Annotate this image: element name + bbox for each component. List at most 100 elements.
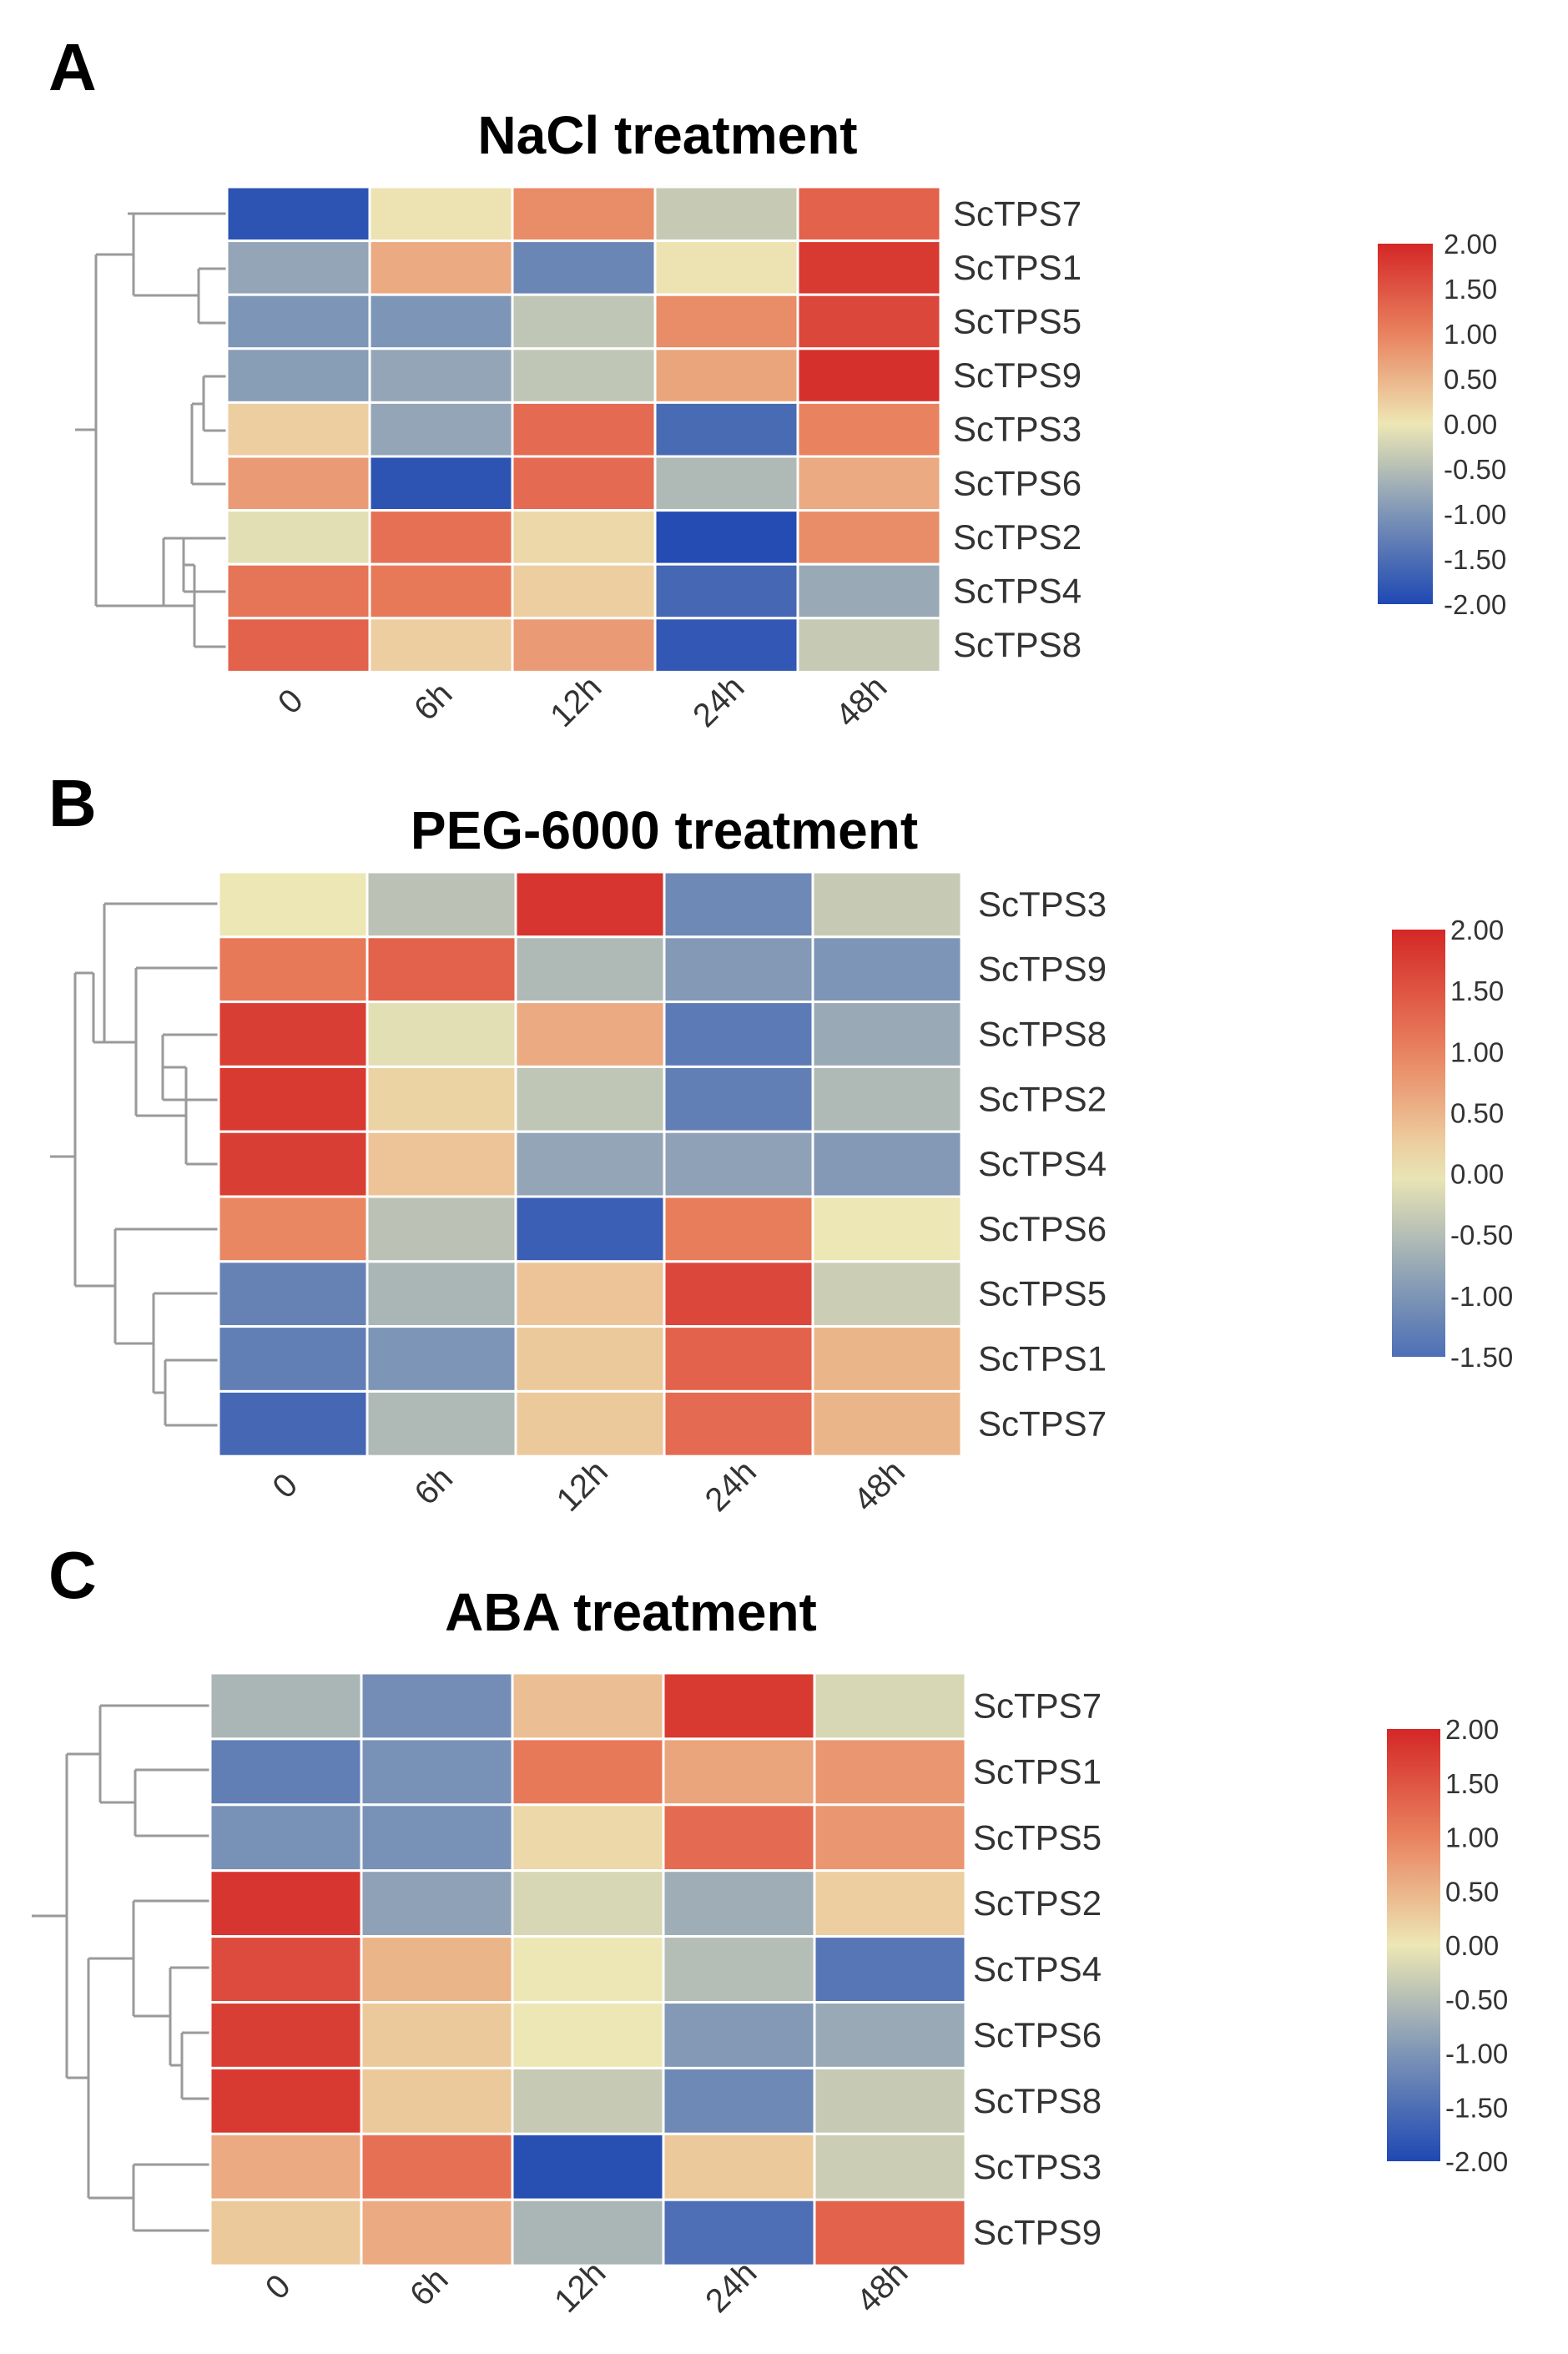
color-legend: 2.00 1.50 1.00 0.50 0.00 -0.50 -1.00 -1.50 <box>1392 915 1513 1373</box>
heatmap-cell <box>360 1737 514 1807</box>
heatmap-cell <box>514 1065 666 1133</box>
row-label: ScTPS6 <box>973 2015 1102 2054</box>
heatmap-cell <box>662 1803 816 1873</box>
heatmap-cell <box>217 1065 369 1133</box>
heatmap-cell <box>813 2198 967 2267</box>
row-labels: ScTPS3 ScTPS9 ScTPS8 ScTPS2 ScTPS4 ScTPS6 ScTP… <box>978 885 1107 1443</box>
heatmap-cell <box>511 293 657 350</box>
legend-tick-label: -0.50 <box>1445 1984 1508 2015</box>
row-label: ScTPS6 <box>978 1209 1107 1248</box>
row-label: ScTPS1 <box>973 1752 1102 1791</box>
heatmap-cell <box>511 1935 665 2004</box>
row-label: ScTPS4 <box>978 1144 1107 1183</box>
heatmap-cell <box>366 1260 517 1328</box>
heatmap-cell <box>511 2198 665 2267</box>
heatmap-cell <box>368 509 514 566</box>
heatmap-cell <box>366 1389 517 1458</box>
heatmap-cells <box>217 870 963 1458</box>
heatmap-cell <box>360 2198 514 2267</box>
row-label: ScTPS2 <box>973 1883 1102 1923</box>
column-label: 6h <box>408 1460 461 1513</box>
heatmap-cell <box>662 2001 816 2069</box>
legend-tick-label: 0.00 <box>1450 1159 1504 1190</box>
row-label: ScTPS3 <box>973 2147 1102 2186</box>
legend-tick-label: -2.00 <box>1445 2146 1508 2177</box>
heatmap-cell <box>796 455 942 512</box>
heatmap-cell <box>663 1260 814 1328</box>
heatmap-cell <box>653 347 799 404</box>
row-labels: ScTPS7 ScTPS1 ScTPS5 ScTPS9 ScTPS3 ScTPS6 ScTP… <box>953 194 1081 664</box>
row-label: ScTPS8 <box>953 625 1081 664</box>
row-label: ScTPS2 <box>953 517 1081 557</box>
heatmap-cell <box>663 1065 814 1133</box>
dendrogram <box>32 1704 210 2232</box>
row-label: ScTPS9 <box>953 355 1081 395</box>
heatmap-cell <box>663 1001 814 1068</box>
legend-tick-label: 2.00 <box>1445 1714 1499 1745</box>
dendrogram <box>50 902 219 1427</box>
heatmap-cell <box>811 935 963 1004</box>
heatmap-cell <box>796 401 942 458</box>
heatmap-cell <box>662 2198 816 2267</box>
heatmap-cell <box>511 2132 665 2201</box>
heatmap-cell <box>514 1260 666 1328</box>
heatmap-cell <box>813 1803 967 1873</box>
column-label: 0 <box>271 682 310 721</box>
heatmap-cell <box>796 293 942 350</box>
legend-tick-label: -0.50 <box>1444 454 1506 485</box>
heatmap-cell <box>368 617 514 673</box>
heatmap-cell <box>225 185 371 243</box>
heatmap-cell <box>225 347 371 404</box>
heatmap-cell <box>813 2066 967 2135</box>
heatmap-cell <box>511 239 657 296</box>
heatmap-cell <box>217 1195 369 1263</box>
heatmap-cell <box>217 1001 369 1068</box>
legend-tick-label: 1.00 <box>1450 1036 1504 1067</box>
row-label: ScTPS3 <box>978 885 1107 924</box>
heatmap-cell <box>511 2001 665 2069</box>
heatmap-cell <box>217 1260 369 1328</box>
legend-tick-label: -1.00 <box>1450 1281 1513 1312</box>
panel-title: NaCl treatment <box>477 105 857 165</box>
dendrogram <box>75 212 229 648</box>
heatmap-cell <box>209 1803 363 1873</box>
heatmap-cell <box>511 1803 665 1873</box>
row-label: ScTPS6 <box>953 463 1081 502</box>
column-label: 6h <box>407 676 460 728</box>
row-label: ScTPS7 <box>978 1404 1107 1443</box>
heatmap-cell <box>653 562 799 620</box>
heatmap-cell <box>653 185 799 243</box>
heatmap-cell <box>813 2132 967 2201</box>
row-label: ScTPS9 <box>978 950 1107 989</box>
heatmap-cell <box>514 1389 666 1458</box>
heatmap-cell <box>217 870 369 939</box>
heatmap-cell <box>811 870 963 939</box>
heatmap-cell <box>813 1935 967 2004</box>
panel-b: B PEG-6000 treatment ScTPS3ScTPS9ScTPS8S… <box>48 766 1513 1519</box>
heatmap-cell <box>209 2132 363 2201</box>
heatmap-cell <box>511 2066 665 2135</box>
heatmap-cell <box>662 2132 816 2201</box>
heatmap-cell <box>368 347 514 404</box>
heatmap-cell <box>225 401 371 458</box>
legend-tick-label: 1.00 <box>1444 319 1497 350</box>
heatmap-cell <box>368 562 514 620</box>
legend-tick-label: 0.00 <box>1444 409 1497 440</box>
heatmap-cell <box>663 935 814 1004</box>
heatmap-cell <box>225 562 371 620</box>
heatmap-cell <box>514 1130 666 1198</box>
heatmap-cell <box>796 239 942 296</box>
heatmap-cell <box>366 1001 517 1068</box>
heatmap-cell <box>662 1935 816 2004</box>
heatmap-cell <box>360 1935 514 2004</box>
heatmap-cell <box>813 2001 967 2069</box>
heatmap-cell <box>662 1671 816 1741</box>
column-label: 0 <box>259 2267 298 2306</box>
heatmap-cell <box>511 1869 665 1938</box>
heatmap-cell <box>653 401 799 458</box>
column-label: 48h <box>829 669 894 734</box>
heatmap-cell <box>514 870 666 939</box>
legend-tick-label: 2.00 <box>1444 229 1497 260</box>
heatmap-cell <box>366 935 517 1004</box>
row-label: ScTPS3 <box>953 410 1081 449</box>
